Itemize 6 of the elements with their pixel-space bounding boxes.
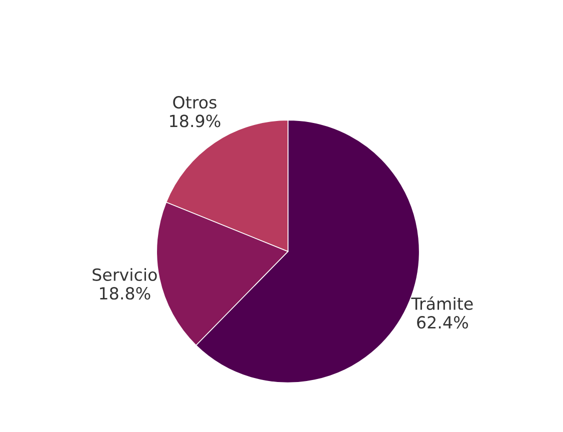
- data-label: 18.8%: [100, 287, 150, 300]
- slice-label: Otros: [173, 96, 216, 109]
- data-label: 18.9%: [170, 114, 220, 128]
- slice-label: Trámite: [411, 296, 473, 310]
- slice-label: Servicio: [92, 268, 157, 281]
- data-label: 62.4%: [417, 316, 468, 329]
